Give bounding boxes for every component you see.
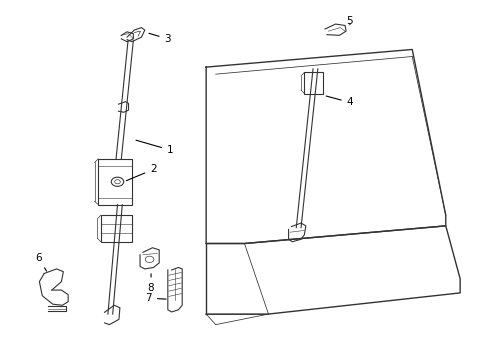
Text: 1: 1 xyxy=(136,140,173,155)
Bar xyxy=(101,215,132,242)
Text: 6: 6 xyxy=(35,253,46,271)
Text: 2: 2 xyxy=(126,165,157,181)
Text: 3: 3 xyxy=(149,33,171,44)
Text: 5: 5 xyxy=(346,16,352,26)
Bar xyxy=(304,72,322,94)
Bar xyxy=(98,159,132,205)
Text: 8: 8 xyxy=(147,274,154,293)
Text: 4: 4 xyxy=(325,96,352,107)
Text: 7: 7 xyxy=(145,293,165,303)
